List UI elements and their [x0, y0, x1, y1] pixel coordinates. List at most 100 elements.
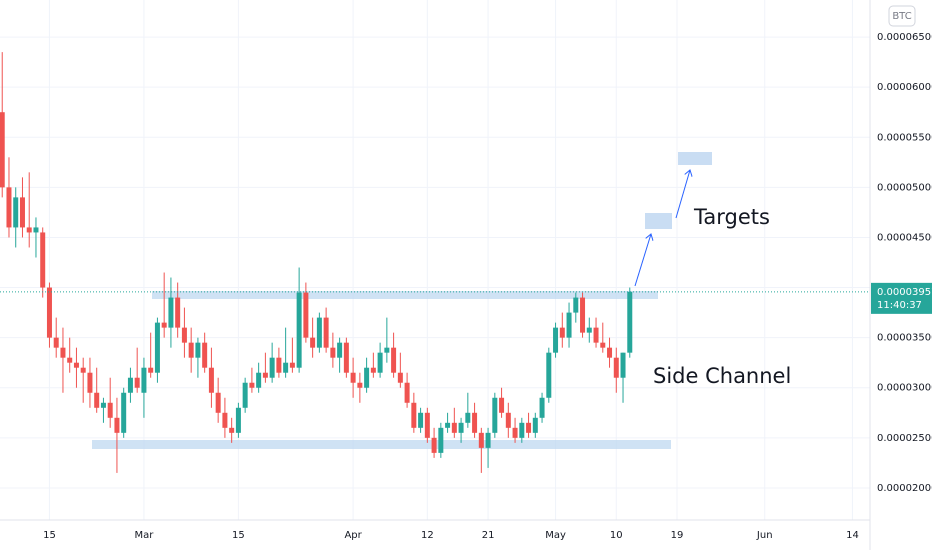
candle-body	[310, 337, 316, 348]
candle-body	[620, 352, 626, 378]
currency-badge[interactable]	[888, 5, 916, 27]
candle-body	[323, 317, 329, 348]
arrow	[675, 170, 690, 219]
candle-body	[397, 372, 403, 383]
candle-body	[208, 367, 214, 393]
candle-body	[181, 327, 187, 343]
candle-body	[418, 412, 424, 428]
candle-body	[222, 412, 228, 428]
candle-body	[573, 297, 579, 313]
candle-body	[546, 352, 552, 398]
y-tick-label: 0.00003500	[877, 333, 932, 344]
candle-body	[526, 422, 532, 433]
annotation: Targets	[693, 205, 770, 229]
candles	[0, 52, 870, 473]
candle-body	[154, 322, 160, 373]
candle-body	[451, 422, 457, 433]
candle-body	[593, 327, 599, 343]
candle-body	[94, 392, 100, 408]
candle-body	[19, 197, 25, 228]
x-tick-label: 10	[610, 530, 623, 541]
candle-body	[404, 382, 410, 403]
candle-body	[553, 327, 559, 353]
candle-body	[445, 422, 451, 428]
candle-body	[539, 397, 545, 418]
candle-body	[67, 357, 73, 363]
candle-body	[161, 322, 167, 328]
candle-body	[276, 357, 282, 373]
candle-body	[33, 227, 39, 233]
candle-body	[505, 412, 511, 428]
candle-body	[499, 397, 505, 413]
resistance-zone	[152, 291, 658, 299]
candle-body	[168, 297, 174, 328]
grid	[0, 0, 870, 520]
candle-body	[566, 312, 572, 338]
candle-body	[330, 347, 336, 358]
candle-body	[512, 427, 518, 438]
candle-body	[195, 342, 201, 358]
candle-body	[235, 407, 241, 433]
candle-body	[384, 347, 390, 353]
candle-body	[202, 342, 208, 368]
x-tick-label: Apr	[344, 530, 362, 541]
candle-body	[337, 342, 343, 358]
candle-body	[627, 291, 633, 353]
candle-body	[391, 347, 397, 373]
candle-body	[607, 347, 613, 358]
candle-body	[100, 402, 106, 408]
candle-body	[40, 232, 46, 288]
candle-body	[519, 422, 525, 438]
x-tick-label: 19	[671, 530, 684, 541]
candle-body	[600, 342, 606, 348]
candle-body	[424, 412, 430, 438]
candle-body	[262, 372, 268, 378]
candle-body	[229, 427, 235, 433]
candle-body	[492, 397, 498, 433]
candle-body	[485, 432, 491, 448]
countdown: 11:40:37	[877, 300, 922, 311]
candle-body	[87, 372, 93, 393]
candle-body	[559, 327, 565, 338]
x-tick-label: 14	[846, 530, 859, 541]
candle-body	[465, 412, 471, 423]
candle-body	[586, 327, 592, 333]
candle-body	[80, 367, 86, 373]
support-zone	[92, 440, 671, 449]
candle-body	[188, 342, 194, 358]
arrow	[634, 234, 651, 287]
candle-body	[296, 292, 302, 368]
candle-body	[6, 187, 12, 228]
candle-body	[343, 342, 349, 373]
candle-body	[46, 287, 52, 338]
y-tick-label: 0.00003000	[877, 383, 932, 394]
y-tick-label: 0.00005500	[877, 132, 932, 143]
candle-body	[107, 402, 113, 418]
candle-body	[438, 427, 444, 453]
candle-body	[350, 372, 356, 383]
candle-body	[60, 347, 66, 358]
y-tick-label: 0.00006000	[877, 82, 932, 93]
candle-body	[532, 417, 538, 433]
axis: 0.00002000 0.00002500 0.00003000 0.00003500…	[43, 32, 932, 541]
candle-body	[431, 437, 437, 453]
candle-body	[134, 377, 140, 388]
last-price-box	[871, 282, 932, 314]
candle-body	[249, 382, 255, 388]
candle-body	[26, 227, 32, 233]
candle-body	[370, 367, 376, 373]
x-tick-label: Mar	[134, 530, 154, 541]
candle-body	[283, 362, 289, 373]
candle-body	[458, 422, 464, 433]
candle-body	[256, 372, 262, 388]
x-tick-label: Jun	[756, 530, 773, 541]
candle-body	[316, 317, 322, 348]
y-tick-label: 0.00004500	[877, 232, 932, 243]
x-tick-label: 15	[232, 530, 245, 541]
y-tick-label: 0.00005000	[877, 182, 932, 193]
candle-body	[303, 292, 309, 338]
candle-body	[127, 377, 133, 393]
x-tick-label: 15	[43, 530, 56, 541]
